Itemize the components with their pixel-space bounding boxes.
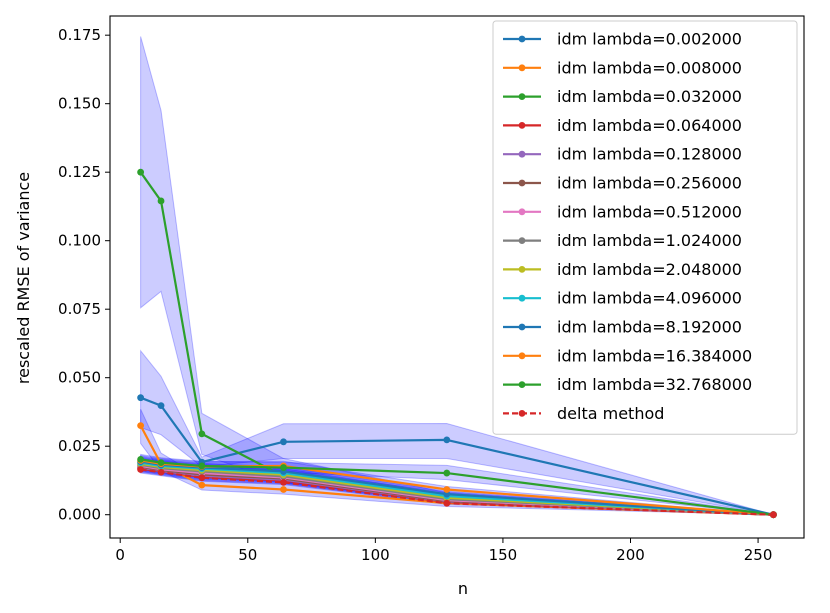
series-lines bbox=[137, 168, 777, 519]
data-point bbox=[443, 486, 451, 493]
data-point bbox=[137, 168, 145, 176]
legend-label-2: idm lambda=0.032000 bbox=[557, 87, 742, 106]
series-line-0 bbox=[140, 396, 774, 516]
data-point bbox=[198, 481, 206, 489]
data-point bbox=[198, 430, 206, 438]
x-tick-label: 100 bbox=[361, 546, 390, 564]
data-point bbox=[137, 455, 145, 463]
y-tick-label: 0.175 bbox=[58, 26, 101, 44]
legend-label-9: idm lambda=4.096000 bbox=[557, 289, 742, 308]
x-tick-label: 50 bbox=[238, 546, 257, 564]
y-tick-label: 0.150 bbox=[58, 95, 101, 113]
legend-label-7: idm lambda=1.024000 bbox=[557, 231, 742, 250]
legend-marker-7 bbox=[518, 237, 526, 245]
legend-marker-12 bbox=[518, 381, 526, 388]
data-point bbox=[157, 197, 165, 205]
data-point bbox=[137, 422, 145, 430]
series-line-12 bbox=[140, 458, 774, 516]
legend-marker-5 bbox=[518, 179, 526, 187]
data-point bbox=[157, 459, 165, 467]
legend-label-1: idm lambda=0.008000 bbox=[557, 58, 742, 77]
legend-marker-9 bbox=[518, 294, 526, 302]
legend-label-3: idm lambda=0.064000 bbox=[557, 116, 742, 135]
y-axis: 0.000 0.025 0.050 0.075 0.100 0.125 0.150 0.175 bbox=[58, 26, 110, 524]
axes-frame bbox=[109, 15, 805, 539]
data-point bbox=[137, 394, 145, 402]
data-point bbox=[157, 468, 165, 476]
data-point bbox=[280, 478, 287, 486]
legend-marker-4 bbox=[518, 150, 526, 158]
data-point bbox=[280, 464, 287, 471]
legend-marker-2 bbox=[518, 93, 526, 100]
x-tick-label: 150 bbox=[489, 546, 518, 564]
legend-marker-3 bbox=[518, 122, 526, 129]
y-tick-label: 0.100 bbox=[58, 232, 101, 250]
legend-marker-8 bbox=[518, 266, 526, 273]
legend-marker-13 bbox=[518, 410, 526, 417]
legend-marker-6 bbox=[518, 208, 526, 216]
y-tick-label: 0.050 bbox=[58, 369, 101, 387]
data-point bbox=[443, 436, 451, 444]
legend-label-6: idm lambda=0.512000 bbox=[557, 202, 742, 221]
legend-label-10: idm lambda=8.192000 bbox=[557, 318, 742, 337]
y-tick-label: 0.075 bbox=[58, 300, 101, 318]
legend-label-12: idm lambda=32.768000 bbox=[557, 375, 752, 394]
x-axis-label: n bbox=[458, 579, 468, 598]
x-axis: 0 50 100 150 200 250 bbox=[115, 538, 772, 564]
data-point bbox=[198, 462, 206, 470]
y-tick-label: 0.025 bbox=[58, 437, 101, 455]
y-tick-label: 0.125 bbox=[58, 163, 101, 181]
legend-marker-11 bbox=[518, 352, 526, 360]
data-point bbox=[280, 486, 287, 493]
legend-label-5: idm lambda=0.256000 bbox=[557, 174, 742, 193]
data-point bbox=[280, 438, 287, 446]
legend-marker-1 bbox=[518, 64, 526, 72]
y-tick-label: 0.000 bbox=[58, 506, 101, 524]
data-point bbox=[769, 511, 777, 519]
data-point bbox=[443, 469, 451, 477]
legend: idm lambda=0.002000 idm lambda=0.008000 id… bbox=[492, 20, 798, 435]
confidence-band-0 bbox=[140, 349, 774, 516]
data-point bbox=[137, 466, 145, 473]
x-tick-label: 200 bbox=[616, 546, 645, 564]
legend-label-13: delta method bbox=[557, 404, 664, 423]
legend-label-8: idm lambda=2.048000 bbox=[557, 260, 742, 279]
y-axis-label: rescaled RMSE of variance bbox=[14, 172, 33, 384]
data-point bbox=[157, 402, 165, 410]
legend-marker-10 bbox=[518, 323, 526, 331]
series-line-13 bbox=[140, 468, 774, 516]
x-tick-label: 250 bbox=[744, 546, 773, 564]
data-point bbox=[198, 474, 206, 482]
data-point bbox=[443, 499, 451, 507]
legend-box bbox=[492, 20, 798, 435]
data-point bbox=[443, 490, 451, 498]
x-tick-label: 0 bbox=[115, 546, 125, 564]
legend-label-11: idm lambda=16.384000 bbox=[557, 346, 752, 365]
legend-label-0: idm lambda=0.002000 bbox=[557, 30, 742, 49]
legend-marker-0 bbox=[518, 35, 526, 43]
legend-label-4: idm lambda=0.128000 bbox=[557, 145, 742, 164]
